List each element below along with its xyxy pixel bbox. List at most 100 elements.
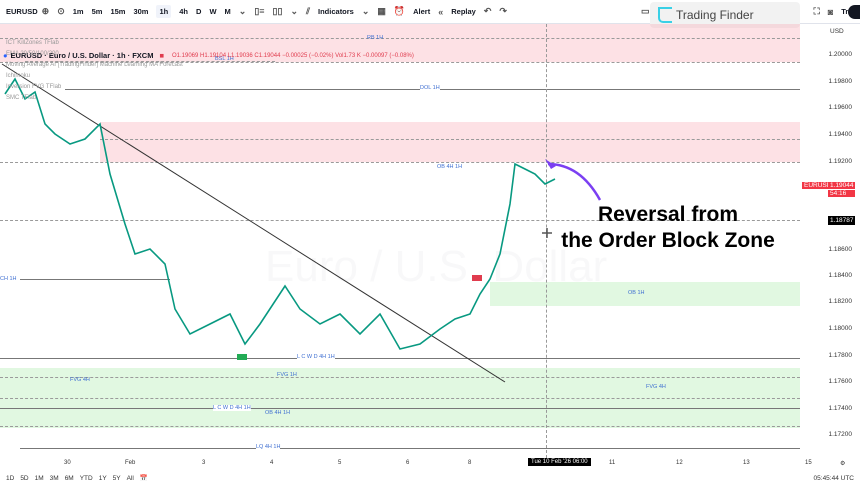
price-label: 1.18400: [828, 272, 853, 279]
ch-line: [20, 279, 170, 280]
compare-icon[interactable]: ⊕: [41, 6, 50, 16]
annotation-arrow: [547, 162, 602, 201]
range-1d[interactable]: 1D: [6, 474, 15, 482]
range-5y[interactable]: 5Y: [112, 474, 121, 482]
indicators-icon[interactable]: ⫽: [306, 6, 311, 16]
sell-badge: [472, 275, 482, 281]
flag-icon: ●: [3, 51, 8, 60]
range-3m[interactable]: 3M: [49, 474, 59, 482]
bottom-toolbar: 1D 5D 1M 3M 6M YTD 1Y 5Y All 📅 05:45:44 …: [0, 472, 860, 484]
ob-1h-label: OB 1H: [628, 290, 645, 296]
lcwd-line-b: [0, 408, 800, 409]
time-label: 11: [609, 460, 616, 466]
fvg-line: [0, 377, 800, 378]
symbol-search[interactable]: EURUSD: [6, 7, 38, 16]
price-label: 1.20000: [828, 51, 853, 58]
range-6m[interactable]: 6M: [64, 474, 74, 482]
time-label: 5: [338, 460, 342, 466]
indicator-2[interactable]: EMA 20/50/100/200: [6, 51, 59, 57]
currency-selector[interactable]: USD: [830, 28, 844, 35]
crosshair-v-line: [546, 24, 547, 458]
legend-title[interactable]: EURUSD · Euro / U.S. Dollar · 1h · FXCM: [10, 51, 154, 60]
chart-canvas[interactable]: RB 1H BSL 1H DOL 1H OB 4H 1H CH 1H OB 1H…: [0, 24, 800, 458]
countdown-tag: 54:16: [828, 190, 855, 197]
time-label: 13: [743, 460, 750, 466]
indicator-4[interactable]: Ichimoku: [6, 73, 31, 79]
fullscreen-icon[interactable]: ⛶: [813, 6, 820, 16]
price-label: 1.17600: [828, 378, 853, 385]
replay-icon[interactable]: «: [438, 6, 444, 17]
buy-badge: [237, 354, 247, 360]
tf-1h[interactable]: 1h: [156, 5, 172, 18]
indicator-6[interactable]: SMC TFlab: [6, 95, 37, 101]
range-ytd[interactable]: YTD: [79, 474, 93, 482]
time-label: 3: [202, 460, 206, 466]
ohlc-values: O1.19069 H1.19104 L1.19036 C1.19044 −0.0…: [172, 52, 414, 59]
tf-1m[interactable]: 1m: [72, 7, 84, 16]
crosshair-price-tag: 1.18787: [828, 216, 855, 225]
indicator-1[interactable]: ICT KillZones TFlab: [6, 40, 59, 46]
redo-icon[interactable]: ↷: [499, 6, 507, 16]
templates-icon[interactable]: ▦: [377, 6, 386, 16]
undo-icon[interactable]: ↶: [483, 6, 492, 16]
bsl-1h-label: BSL 1H: [215, 56, 234, 62]
indicators-button[interactable]: Indicators: [318, 7, 354, 16]
axis-settings-icon[interactable]: ⚙: [840, 461, 846, 467]
replay-button[interactable]: Replay: [451, 7, 476, 16]
indicator-3[interactable]: Moving Average AI [TradingFinder] Machin…: [6, 62, 183, 68]
time-label: 6: [406, 460, 410, 466]
price-label: 1.19400: [828, 131, 853, 138]
indicator-5[interactable]: Inversion FVG TFlab: [6, 84, 62, 90]
layout-icon[interactable]: ▭: [640, 6, 650, 16]
candle-style-icon[interactable]: ▯▯: [272, 6, 283, 16]
alert-icon[interactable]: ⏰: [393, 6, 406, 16]
tf-30m[interactable]: 30m: [133, 7, 149, 16]
bsl-line: [25, 61, 275, 62]
alert-button[interactable]: Alert: [413, 7, 431, 16]
time-label: 15: [805, 460, 812, 466]
rb-1h-label: RB 1H: [367, 35, 384, 41]
tf-4h[interactable]: 4h: [179, 7, 189, 16]
brand-name: Trading Finder: [676, 8, 754, 22]
time-label: 8: [468, 460, 472, 466]
tf-5m[interactable]: 5m: [91, 7, 103, 16]
ob-bottom-line: [0, 162, 800, 163]
snapshot-icon[interactable]: ◙: [827, 6, 834, 17]
time-axis[interactable]: 30 Feb 3 4 5 6 8 Tue 10 Feb '26 06:00 11…: [0, 458, 860, 472]
trendline: [1, 63, 506, 383]
chevron-down-icon[interactable]: ⌄: [290, 6, 298, 16]
ob-1h-zone: [490, 282, 800, 306]
rb-zone: [0, 24, 800, 62]
last-price-tag: 1.19044: [828, 182, 855, 189]
chart-legend: ● EURUSD · Euro / U.S. Dollar · 1h · FXC…: [3, 51, 414, 60]
ch-1h-label: CH 1H: [0, 276, 17, 282]
dol-1h-label: DOL 1H: [420, 85, 440, 91]
tf-d[interactable]: D: [196, 7, 202, 16]
lq-4h-1h-label: LQ 4H 1H: [256, 444, 281, 450]
ob-4h-1h-label: OB 4H 1H: [437, 164, 463, 170]
tf-w[interactable]: W: [209, 7, 217, 16]
publish-button[interactable]: [848, 5, 860, 19]
chevron-down-icon[interactable]: ⌄: [361, 6, 370, 16]
add-symbol-icon[interactable]: ⊙: [57, 6, 65, 16]
ob-bottom-dotted-line: [0, 426, 800, 427]
range-1m[interactable]: 1M: [34, 474, 44, 482]
goto-date-icon[interactable]: 📅: [139, 475, 148, 482]
price-axis[interactable]: USD 1.20000 1.19800 1.19600 1.19400 1.19…: [800, 24, 860, 458]
bar-style-icon[interactable]: ▯≡: [254, 6, 265, 16]
clock[interactable]: 05:45:44 UTC: [813, 474, 854, 482]
lcwd-label-a: L C W D 4H 1H: [297, 354, 335, 360]
time-label: Feb: [125, 460, 136, 466]
market-status-icon: ■: [159, 51, 164, 60]
tf-m[interactable]: M: [224, 7, 231, 16]
range-5d[interactable]: 5D: [20, 474, 29, 482]
lq-line: [20, 448, 800, 449]
fvg-4h-right-label: FVG 4H: [646, 384, 666, 390]
price-label: 1.18200: [828, 298, 853, 305]
price-label: 1.17400: [828, 405, 853, 412]
ob-4h-1h-zone: [100, 122, 800, 162]
range-all[interactable]: All: [126, 474, 134, 482]
chevron-down-icon[interactable]: ⌄: [238, 6, 247, 16]
range-1y[interactable]: 1Y: [98, 474, 107, 482]
tf-15m[interactable]: 15m: [110, 7, 126, 16]
